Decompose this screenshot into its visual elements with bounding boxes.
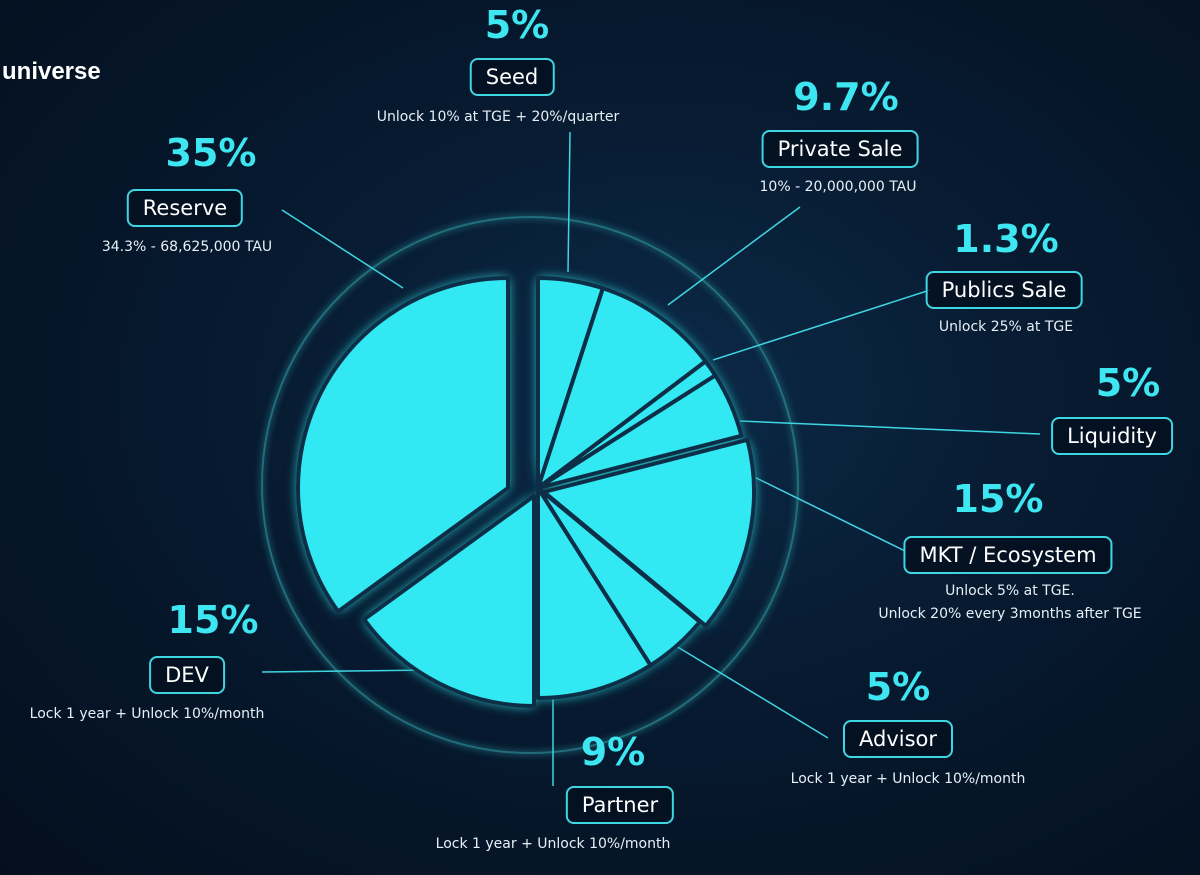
leader-line-liquidity bbox=[739, 420, 1041, 435]
category-label-reserve: Reserve bbox=[126, 189, 244, 227]
pie-ring bbox=[261, 216, 799, 754]
data-label-percent-seed: 5% bbox=[484, 3, 550, 47]
pie-slice-partner bbox=[536, 486, 653, 700]
data-label-percent-advisor: 5% bbox=[865, 665, 931, 709]
pie-slice-mkt bbox=[542, 437, 756, 628]
category-label-advisor: Advisor bbox=[842, 720, 954, 758]
leader-line-advisor bbox=[675, 645, 829, 739]
category-label-private: Private Sale bbox=[761, 130, 919, 168]
leader-line-seed bbox=[567, 131, 571, 273]
category-label-seed: Seed bbox=[469, 58, 555, 96]
vesting-note-mkt: Unlock 5% at TGE. bbox=[945, 583, 1075, 599]
leader-line-dev bbox=[261, 669, 433, 673]
leader-line-mkt bbox=[739, 469, 906, 552]
vesting-note-dev: Lock 1 year + Unlock 10%/month bbox=[29, 706, 265, 722]
pie-slice-private bbox=[536, 286, 708, 490]
category-label-dev: DEV bbox=[149, 656, 225, 694]
data-label-percent-reserve: 35% bbox=[165, 131, 257, 175]
vesting-note-reserve: 34.3% - 68,625,000 TAU bbox=[101, 239, 273, 255]
data-label-percent-liquidity: 5% bbox=[1095, 361, 1161, 405]
vesting-note-partner: Lock 1 year + Unlock 10%/month bbox=[435, 836, 671, 852]
data-label-percent-public: 1.3% bbox=[953, 217, 1059, 261]
pie-slice-dev bbox=[362, 494, 536, 708]
leader-line-private bbox=[667, 206, 801, 306]
data-label-percent-partner: 9% bbox=[580, 730, 646, 774]
vesting-note-advisor: Lock 1 year + Unlock 10%/month bbox=[790, 771, 1026, 787]
data-label-percent-private: 9.7% bbox=[793, 75, 899, 119]
pie-slice-reserve bbox=[296, 276, 510, 614]
data-label-percent-mkt: 15% bbox=[952, 477, 1044, 521]
brand-logo-text: universe bbox=[2, 58, 101, 85]
category-label-liquidity: Liquidity bbox=[1051, 417, 1173, 455]
vesting-note-public: Unlock 25% at TGE bbox=[938, 319, 1074, 335]
leader-line-reserve bbox=[281, 209, 404, 289]
vesting-note-private: 10% - 20,000,000 TAU bbox=[759, 179, 917, 195]
vesting-note-seed: Unlock 10% at TGE + 20%/quarter bbox=[376, 109, 620, 125]
vesting-note-mkt: Unlock 20% every 3months after TGE bbox=[878, 606, 1142, 622]
category-label-partner: Partner bbox=[565, 786, 675, 824]
category-label-mkt: MKT / Ecosystem bbox=[903, 536, 1113, 574]
leader-line-public bbox=[712, 289, 931, 361]
data-label-percent-dev: 15% bbox=[167, 598, 259, 642]
pie-slice-liquidity bbox=[536, 373, 744, 490]
category-label-public: Publics Sale bbox=[925, 271, 1083, 309]
